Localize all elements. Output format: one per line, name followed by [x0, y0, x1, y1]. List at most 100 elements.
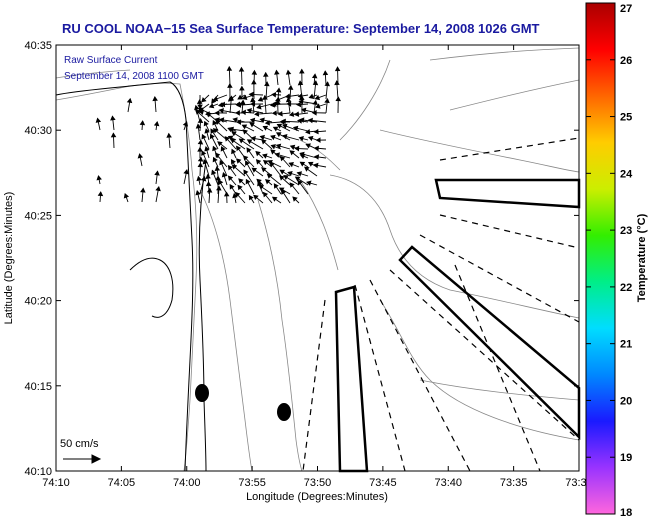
current-vector-head [288, 111, 295, 117]
current-vector-head [218, 179, 224, 186]
current-vector-head [256, 104, 262, 110]
current-vector-head [212, 119, 218, 126]
coastline [55, 81, 207, 472]
current-vector-head [277, 111, 283, 117]
current-vector-head [218, 107, 224, 114]
x-tick-label: 73:45 [369, 477, 397, 489]
current-vector-head [246, 147, 252, 153]
colorbar-tick-label: 18 [620, 507, 632, 518]
current-vector-head [241, 94, 248, 101]
y-tick-label: 40:20 [24, 296, 52, 308]
current-vector-head [280, 118, 286, 125]
current-vector-head [254, 111, 260, 117]
current-vector-head [110, 115, 116, 121]
current-vector-head [239, 85, 245, 91]
current-vector-head [314, 94, 321, 101]
colorbar-tick-label: 23 [620, 225, 632, 237]
current-vector-head [285, 97, 292, 103]
current-vector-head [315, 137, 321, 143]
current-vector-head [197, 156, 204, 162]
current-vector-head [324, 81, 331, 87]
current-vector-head [313, 145, 319, 152]
mooring-marker [195, 384, 209, 402]
current-vector-head [212, 128, 219, 134]
moorings [195, 384, 291, 421]
current-vector-head [253, 194, 259, 201]
current-vector-head [249, 122, 255, 128]
current-vector-head [313, 128, 319, 135]
current-vector-head [214, 110, 220, 116]
current-vector-head [270, 144, 276, 150]
current-vector-head [235, 110, 240, 116]
current-vector-head [231, 148, 237, 155]
current-vector-head [248, 194, 254, 201]
current-vector-head [292, 125, 299, 132]
x-tick-label: 73:50 [304, 477, 332, 489]
transect-line [389, 269, 580, 441]
current-vector-head [202, 159, 208, 165]
current-vector-head [197, 146, 203, 152]
current-vector-head [289, 182, 295, 188]
annotation-date: September 14, 2008 1100 GMT [64, 71, 204, 82]
current-vector-head [334, 80, 340, 86]
current-vector-head [154, 170, 160, 176]
colorbar-tick-label: 25 [620, 112, 632, 124]
current-vector-head [197, 139, 204, 145]
current-vector-head [301, 107, 307, 114]
current-vector-head [126, 97, 133, 104]
current-vector-head [279, 175, 285, 181]
current-vector-head [238, 66, 245, 72]
current-vector-head [255, 150, 261, 157]
colorbar-label: Temperature (°C) [636, 213, 648, 302]
current-vector-head [210, 128, 216, 134]
bathymetry-contours [55, 47, 580, 472]
scale-label: 50 cm/s [60, 438, 99, 450]
current-vector-head [282, 123, 288, 129]
transect-line [419, 234, 580, 323]
transect-line [439, 137, 580, 161]
current-vector-head [312, 99, 318, 106]
current-vector-head [226, 65, 233, 71]
x-tick-label: 73:40 [434, 477, 462, 489]
y-tick-label: 40:15 [24, 381, 52, 393]
current-vector-head [224, 136, 230, 142]
current-vector-head [208, 103, 215, 109]
current-vector-head [263, 71, 269, 77]
current-vector-head [182, 121, 189, 127]
current-vector-head [206, 112, 212, 118]
x-tick-label: 74:10 [42, 477, 70, 489]
current-vector-head [299, 117, 305, 123]
current-vector-head [283, 175, 289, 181]
x-axis-label: Longitude (Degrees:Minutes) [246, 491, 388, 503]
current-vector-head [305, 143, 311, 149]
current-vector-head [232, 117, 238, 123]
current-vector-head [248, 91, 254, 98]
current-vector-head [261, 167, 267, 173]
transects [302, 137, 580, 472]
y-tick-label: 40:35 [24, 40, 52, 52]
colorbar-tick-label: 22 [620, 282, 632, 294]
current-vector-head [201, 133, 207, 140]
current-vector-head [307, 117, 313, 124]
current-vector-head [296, 171, 303, 177]
current-vector-head [211, 169, 217, 176]
current-vector-head [298, 136, 304, 142]
transect-line [439, 214, 580, 249]
current-vector-head [313, 162, 319, 169]
current-vector-head [236, 119, 241, 125]
current-vector-head [271, 91, 277, 98]
current-vector-head [228, 95, 234, 101]
current-vector-head [322, 70, 329, 76]
current-vector-head [306, 180, 312, 186]
current-vector-head [250, 97, 256, 103]
current-vector-head [166, 132, 172, 138]
current-vector-head [294, 176, 301, 182]
current-vector-head [276, 123, 283, 129]
current-vector-head [285, 69, 292, 75]
current-vector-head [203, 120, 209, 127]
transect-line [369, 279, 471, 472]
current-vector-head [212, 96, 219, 102]
current-vector-head [294, 145, 300, 152]
current-vector-head [304, 166, 310, 172]
